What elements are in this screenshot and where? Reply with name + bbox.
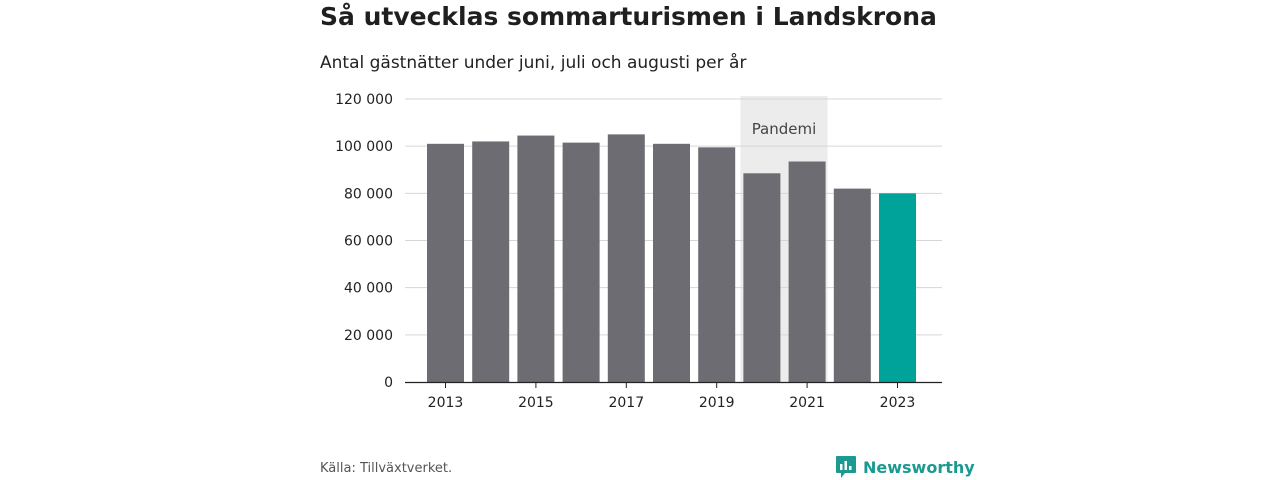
brand-name: Newsworthy [863, 457, 975, 477]
y-tick-label: 80 000 [344, 186, 393, 202]
bar [743, 173, 781, 382]
pandemic-label: Pandemi [752, 120, 817, 138]
y-tick-label: 100 000 [335, 139, 393, 155]
y-tick-label: 20 000 [344, 328, 393, 344]
chart-subtitle: Antal gästnätter under juni, juli och au… [320, 53, 747, 73]
bar [698, 147, 736, 382]
x-tick-label: 2023 [880, 395, 916, 411]
x-tick-label: 2015 [518, 395, 554, 411]
bar [562, 142, 600, 382]
bar [517, 135, 555, 382]
bar [653, 143, 690, 382]
bar [427, 143, 464, 382]
bar [472, 141, 510, 382]
x-tick-label: 2013 [428, 395, 464, 411]
x-tick-label: 2019 [699, 395, 735, 411]
x-tick-label: 2021 [789, 395, 825, 411]
y-tick-label: 120 000 [335, 92, 393, 108]
bar [607, 134, 645, 382]
x-tick-label: 2017 [608, 395, 644, 411]
newsworthy-logo-icon [836, 456, 856, 478]
source-note: Källa: Tillväxtverket. [320, 461, 453, 476]
bar [788, 161, 826, 382]
chart-title: Så utvecklas sommarturismen i Landskrona [320, 2, 937, 31]
y-tick-label: 60 000 [344, 234, 393, 250]
y-tick-label: 0 [384, 375, 393, 391]
bar-highlight [879, 193, 916, 382]
y-tick-label: 40 000 [344, 281, 393, 297]
bar [833, 188, 871, 382]
brand-logo: Newsworthy [835, 455, 975, 479]
